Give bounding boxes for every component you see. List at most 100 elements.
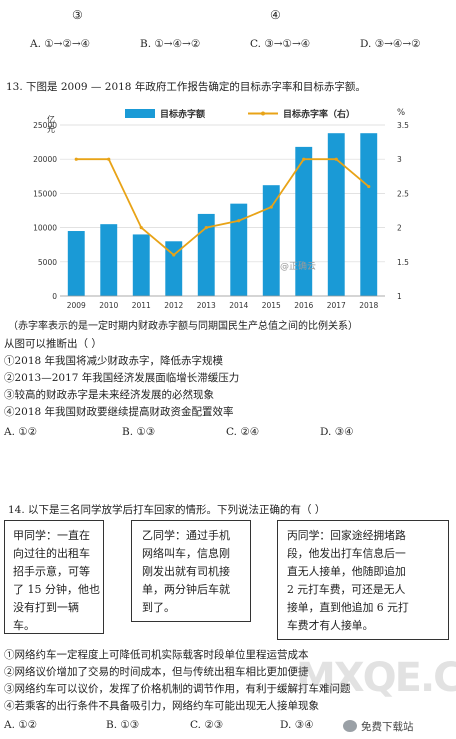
q13-option-d: D. ③④ (320, 426, 354, 438)
q14-item-4: ④若乘客的出行条件不具备吸引力，网络约车可能出现无人接单现象 (4, 700, 319, 712)
q14-item-3: ③网络约车可以议价，发挥了价格机制的调节作用，有利于缓解打车难问题 (4, 683, 351, 695)
bar (132, 234, 150, 296)
legend-line-marker (261, 111, 265, 116)
student-c-line: 车费才有人接单。 (287, 619, 374, 632)
x-tick-label: 2018 (359, 301, 378, 310)
wechat-icon (343, 720, 357, 732)
rate-point (237, 219, 241, 223)
option-b: B. ①→④→② (140, 38, 201, 50)
bar (230, 203, 248, 296)
student-b-text: 乙同学：通过手机 网络叫车，信息刚 刚发出就有司机接 单，两分钟后车就 到了。 (142, 527, 230, 617)
bar (327, 133, 345, 296)
x-tick-label: 2009 (67, 301, 86, 310)
bar (360, 133, 378, 296)
legend-line-label: 目标赤字率（右） (283, 108, 355, 120)
y-left-tick-label: 20000 (33, 155, 57, 164)
x-tick-label: 2010 (99, 301, 118, 310)
q13-option-a: A. ①② (4, 426, 38, 438)
y-left-unit-label: 元 (47, 125, 55, 134)
y-right-tick-label: 1.5 (397, 258, 409, 267)
legend-bar-swatch (125, 109, 155, 118)
student-a-line: 招手示意，可等 (13, 565, 90, 578)
rate-point (269, 205, 273, 209)
rate-point (334, 157, 338, 161)
bar (165, 241, 183, 296)
x-tick-label: 2013 (197, 301, 216, 310)
q13-item-4: ④2018 年我国财政要继续提高财政资金配置效率 (4, 406, 234, 418)
rate-point (107, 157, 111, 161)
q13-item-1: ①2018 年我国将减少财政赤字，降低赤字规模 (4, 355, 224, 367)
y-left-tick-label: 25000 (33, 121, 57, 130)
x-tick-label: 2011 (132, 301, 151, 310)
x-tick-label: 2012 (164, 301, 183, 310)
student-c-line: 直无人接单，他随即追加 (287, 565, 406, 578)
student-a-line: 了 15 分钟，他也 (13, 583, 100, 596)
y-left-unit-label: 亿 (47, 114, 55, 124)
bar (295, 146, 313, 296)
bar-series (67, 133, 378, 296)
x-tick-label: 2015 (262, 301, 281, 310)
footer-brand: 免费下载站 (340, 716, 417, 736)
option-c: C. ③→①→④ (250, 38, 311, 50)
option-a: A. ①→②→④ (30, 38, 91, 50)
y-right-tick-label: 1 (397, 292, 402, 301)
circled-number-3: ③ (72, 8, 83, 22)
student-a-text: 甲同学：一直在 向过往的出租车 招手示意，可等 了 15 分钟，他也 没有打到一… (13, 527, 100, 635)
bar (100, 224, 118, 296)
footer-brand-text: 免费下载站 (361, 720, 414, 733)
q14-option-d: D. ③④ (280, 719, 314, 731)
rate-line (76, 158, 370, 257)
q14-item-2: ②网络议价增加了交易的时间成本，但与传统出租车相比更加便捷 (4, 666, 309, 678)
y-left-tick-label: 15000 (33, 189, 57, 198)
student-c-line: 2 元打车费，可还是无人 (287, 583, 406, 596)
student-b-box: 乙同学：通过手机 网络叫车，信息刚 刚发出就有司机接 单，两分钟后车就 到了。 (131, 520, 251, 622)
x-tick-label: 2014 (229, 301, 248, 310)
y-left-tick-label: 0 (52, 292, 57, 301)
bar (197, 213, 215, 296)
rate-point (367, 184, 371, 189)
student-c-line: 接单，直到他追加 6 元打 (287, 601, 409, 614)
q14-option-a: A. ①② (4, 719, 38, 731)
y-right-tick-label: 3 (397, 155, 402, 164)
student-b-line: 乙同学：通过手机 (142, 529, 230, 542)
y-left-tick-label: 5000 (38, 258, 57, 267)
student-a-line: 车。 (13, 619, 35, 632)
option-d: D. ③→④→② (360, 38, 421, 50)
x-tick-label: 2017 (327, 301, 346, 310)
student-c-line: 段，他发出打车信息后一 (287, 547, 406, 560)
y-right-tick-label: 2.5 (397, 189, 409, 198)
q13-option-b: B. ①③ (122, 426, 156, 438)
q13-stem: 13. 下图是 2009 — 2018 年政府工作报告确定的目标赤字率和目标赤字… (6, 81, 366, 93)
rate-point (74, 157, 78, 161)
student-c-box: 丙同学：回家途经拥堵路 段，他发出打车信息后一 直无人接单，他随即追加 2 元打… (277, 520, 449, 640)
rate-point (204, 226, 208, 230)
bar (262, 185, 280, 296)
circled-number-4: ④ (270, 8, 281, 22)
chart-axes: 0 5000 10000 15000 20000 25000 1 1.5 2 2.5 3 3.5 亿元%… (33, 108, 409, 310)
rate-point (139, 226, 143, 230)
y-right-unit-label: % (397, 108, 405, 118)
student-b-line: 刚发出就有司机接 (142, 565, 230, 578)
student-c-text: 丙同学：回家途经拥堵路 段，他发出打车信息后一 直无人接单，他随即追加 2 元打… (287, 527, 409, 635)
chart-watermark: @正确云 (280, 260, 316, 272)
bar (67, 231, 85, 296)
x-tick-label: 2016 (294, 301, 313, 310)
student-b-line: 网络叫车，信息刚 (142, 547, 230, 560)
q13-note: （赤字率表示的是一定时期内财政赤字额与同期国民生产总值之间的比例关系） (8, 321, 358, 332)
student-a-line: 甲同学：一直在 (13, 529, 90, 542)
y-right-tick-label: 2 (397, 224, 402, 233)
rate-point (302, 157, 306, 161)
site-watermark: MXQE.COM (296, 655, 456, 701)
q14-stem: 14. 以下是三名同学放学后打车回家的情形。下列说法正确的有（ ） (8, 504, 326, 516)
chart-legend: 目标赤字额 目标赤字率（右） (125, 108, 355, 120)
student-a-line: 向过往的出租车 (13, 547, 90, 560)
q14-item-1: ①网络约车一定程度上可降低司机实际载客时段单位里程运营成本 (4, 649, 309, 661)
line-series (74, 157, 371, 257)
q14-option-b: B. ①③ (106, 719, 140, 731)
student-b-line: 单，两分钟后车就 (142, 583, 230, 596)
q13-item-3: ③较高的财政赤字是未来经济发展的必然现象 (4, 389, 214, 401)
student-b-line: 到了。 (142, 601, 175, 614)
rate-point (172, 253, 176, 257)
q13-option-c: C. ②④ (226, 426, 260, 438)
student-a-line: 没有打到一辆 (13, 601, 79, 614)
